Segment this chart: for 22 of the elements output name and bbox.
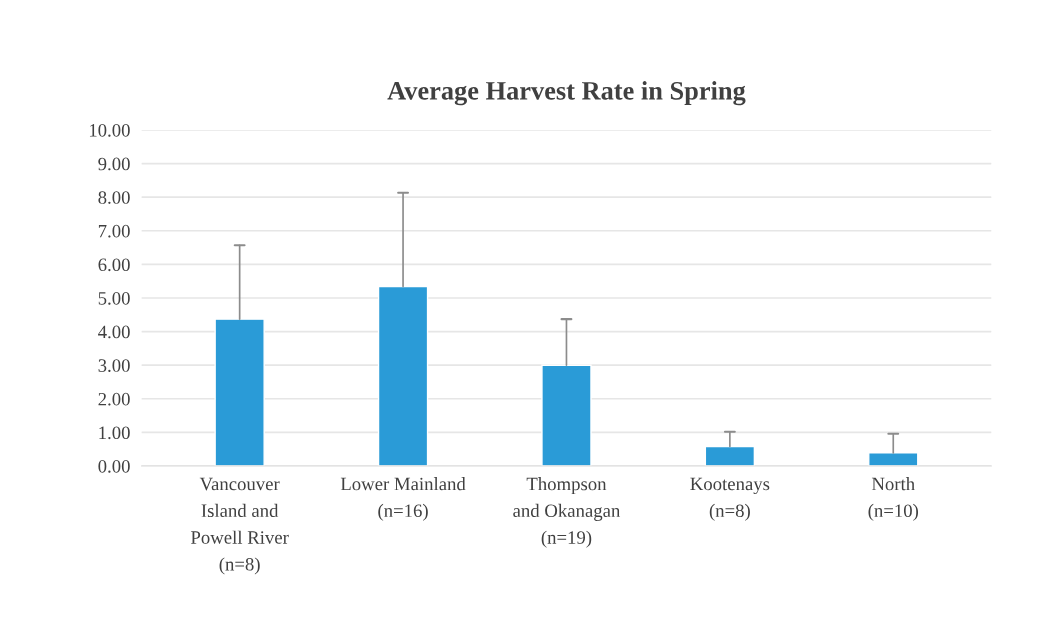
y-tick-label: 7.00 — [98, 224, 130, 238]
y-tick-label: 6.00 — [98, 258, 130, 272]
x-tick-label: Lower Mainland (n=16) — [340, 477, 466, 521]
y-tick-label: 4.00 — [98, 325, 130, 339]
x-tick-label: Thompson and Okanagan (n=19) — [513, 477, 621, 548]
x-tick-label: Vancouver Island and Powell River (n=8) — [190, 477, 289, 575]
y-tick-label: 2.00 — [98, 392, 130, 406]
y-tick-label: 5.00 — [98, 292, 130, 305]
y-tick-label: 1.00 — [99, 426, 130, 440]
bar — [868, 452, 919, 466]
bar — [214, 318, 265, 466]
chart-title: Average Harvest Rate in Spring — [387, 81, 746, 106]
y-tick-label: 9.00 — [98, 157, 130, 171]
y-tick-label: 3.00 — [98, 359, 130, 372]
y-tick-label: 10.00 — [89, 124, 130, 137]
x-tick-label: North (n=10) — [868, 477, 919, 521]
bar — [377, 285, 429, 466]
bar — [704, 445, 756, 466]
y-tick-label: 8.00 — [98, 191, 130, 204]
x-tick-label: Kootenays (n=8) — [690, 477, 770, 521]
bar — [541, 364, 592, 466]
y-tick-label: 0.00 — [98, 460, 130, 473]
